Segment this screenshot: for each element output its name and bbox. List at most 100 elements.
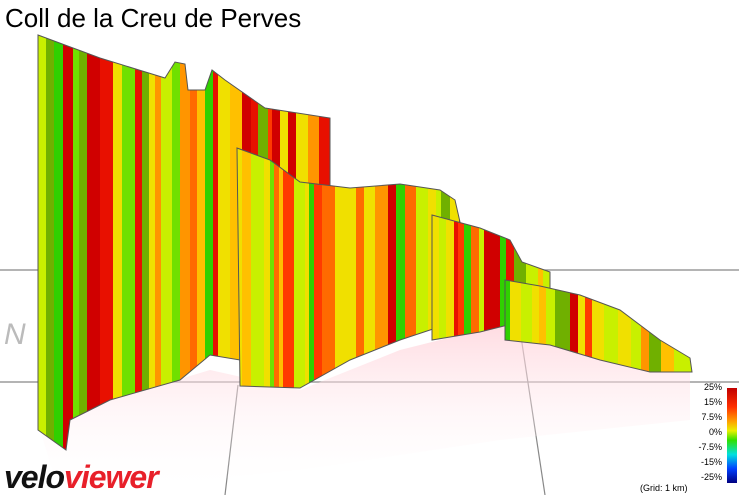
gradient-stripe <box>135 35 143 450</box>
gradient-stripe <box>356 148 365 388</box>
logo: veloviewer <box>4 459 160 495</box>
gradient-stripe <box>314 148 323 388</box>
gradient-stripe <box>570 280 579 372</box>
compass: N <box>4 318 26 351</box>
gradient-stripe <box>46 35 55 450</box>
gradient-stripe <box>155 35 162 450</box>
legend-bar <box>727 388 737 483</box>
gradient-stripe <box>149 35 156 450</box>
gradient-stripe <box>543 215 550 340</box>
gradient-stripe <box>73 35 80 450</box>
legend-label: 7.5% <box>701 412 722 422</box>
gradient-stripe <box>500 215 507 340</box>
gradient-stripe <box>270 148 275 388</box>
gradient-stripe <box>242 148 252 388</box>
gradient-stripe <box>180 35 191 450</box>
gradient-stripe <box>454 215 459 340</box>
gradient-stripe <box>122 35 136 450</box>
legend-label: 15% <box>704 397 722 407</box>
gradient-stripe <box>479 215 485 340</box>
title: Coll de la Creu de Perves <box>5 3 301 33</box>
gradient-stripe <box>161 35 173 450</box>
gradient-stripe <box>205 35 214 450</box>
gradient-stripe <box>464 215 472 340</box>
gradient-stripe <box>416 148 429 388</box>
legend-label: -25% <box>701 472 722 482</box>
legend-label: 25% <box>704 382 722 392</box>
gradient-stripe <box>197 35 206 450</box>
legend-label: 0% <box>709 427 722 437</box>
gradient-stripe <box>251 148 257 388</box>
gradient-stripe <box>471 215 480 340</box>
gradient-stripe <box>559 280 571 372</box>
ribbon-outline <box>504 279 693 373</box>
gradient-stripe <box>279 148 284 388</box>
gradient-stripe <box>506 215 515 340</box>
gradient-stripe <box>539 280 547 372</box>
gradient-stripe <box>683 280 692 372</box>
gradient-stripe <box>432 215 440 340</box>
gradient-stripe <box>264 148 271 388</box>
gradient-stripe <box>309 148 315 388</box>
gradient-stripe <box>305 148 310 388</box>
gradient-stripe <box>213 35 219 450</box>
gradient-stripe <box>348 148 357 388</box>
gradient-stripe <box>283 148 295 388</box>
gradient-stripe <box>364 148 376 388</box>
gradient-stripe <box>488 215 501 340</box>
ribbon-outline <box>37 34 331 451</box>
gradient-stripe <box>612 280 619 372</box>
gradient-stripe <box>237 148 243 388</box>
gradient-stripe <box>335 148 341 388</box>
gradient-stripe <box>578 280 586 372</box>
legend-label: -15% <box>701 457 722 467</box>
ribbons <box>37 34 693 451</box>
gradient-stripe <box>505 280 511 372</box>
gradient-stripe <box>87 35 101 450</box>
gradient-stripe <box>274 148 280 388</box>
gradient-stripe <box>585 280 593 372</box>
gradient-stripe <box>38 35 47 450</box>
gradient-stripe <box>340 148 349 388</box>
gradient-stripe <box>458 215 465 340</box>
gradient-stripe <box>446 215 455 340</box>
gradient-stripe <box>322 148 336 388</box>
gradient-stripe <box>405 148 417 388</box>
gradient-stripe <box>396 148 406 388</box>
gradient-stripe <box>113 35 123 450</box>
gradient-stripe <box>172 35 181 450</box>
gradient-stripe <box>294 148 306 388</box>
gradient-stripe <box>142 35 150 450</box>
legend: 25% 15% 7.5% 0% -7.5% -15% -25% <box>698 382 722 482</box>
gradient-stripe <box>618 280 628 372</box>
gradient-stripe <box>521 280 533 372</box>
gradient-stripe <box>555 280 560 372</box>
gradient-stripe <box>79 35 88 450</box>
gradient-stripe <box>439 215 447 340</box>
gradient-stripe <box>631 280 642 372</box>
gradient-stripe <box>256 148 265 388</box>
logo-part: viewer <box>64 459 160 495</box>
ribbon-outline <box>236 147 461 389</box>
gradient-stripe <box>190 35 198 450</box>
gradient-stripe <box>100 35 114 450</box>
ribbon-outline <box>431 214 551 341</box>
gradient-stripe <box>604 280 613 372</box>
logo-part: velo <box>4 459 64 495</box>
gradient-stripe <box>54 35 64 450</box>
gradient-stripe <box>538 215 544 340</box>
gradient-stripe <box>375 148 389 388</box>
gradient-stripe <box>532 280 540 372</box>
gradient-stripe <box>510 280 522 372</box>
gradient-stripe <box>627 280 632 372</box>
grid-note: (Grid: 1 km) <box>640 483 688 493</box>
gradient-stripe <box>218 35 231 450</box>
reflection <box>40 325 690 495</box>
legend-label: -7.5% <box>698 442 722 452</box>
gradient-stripe <box>388 148 397 388</box>
gradient-stripe <box>484 215 489 340</box>
gradient-stripe <box>546 280 556 372</box>
gradient-stripe <box>63 35 74 450</box>
